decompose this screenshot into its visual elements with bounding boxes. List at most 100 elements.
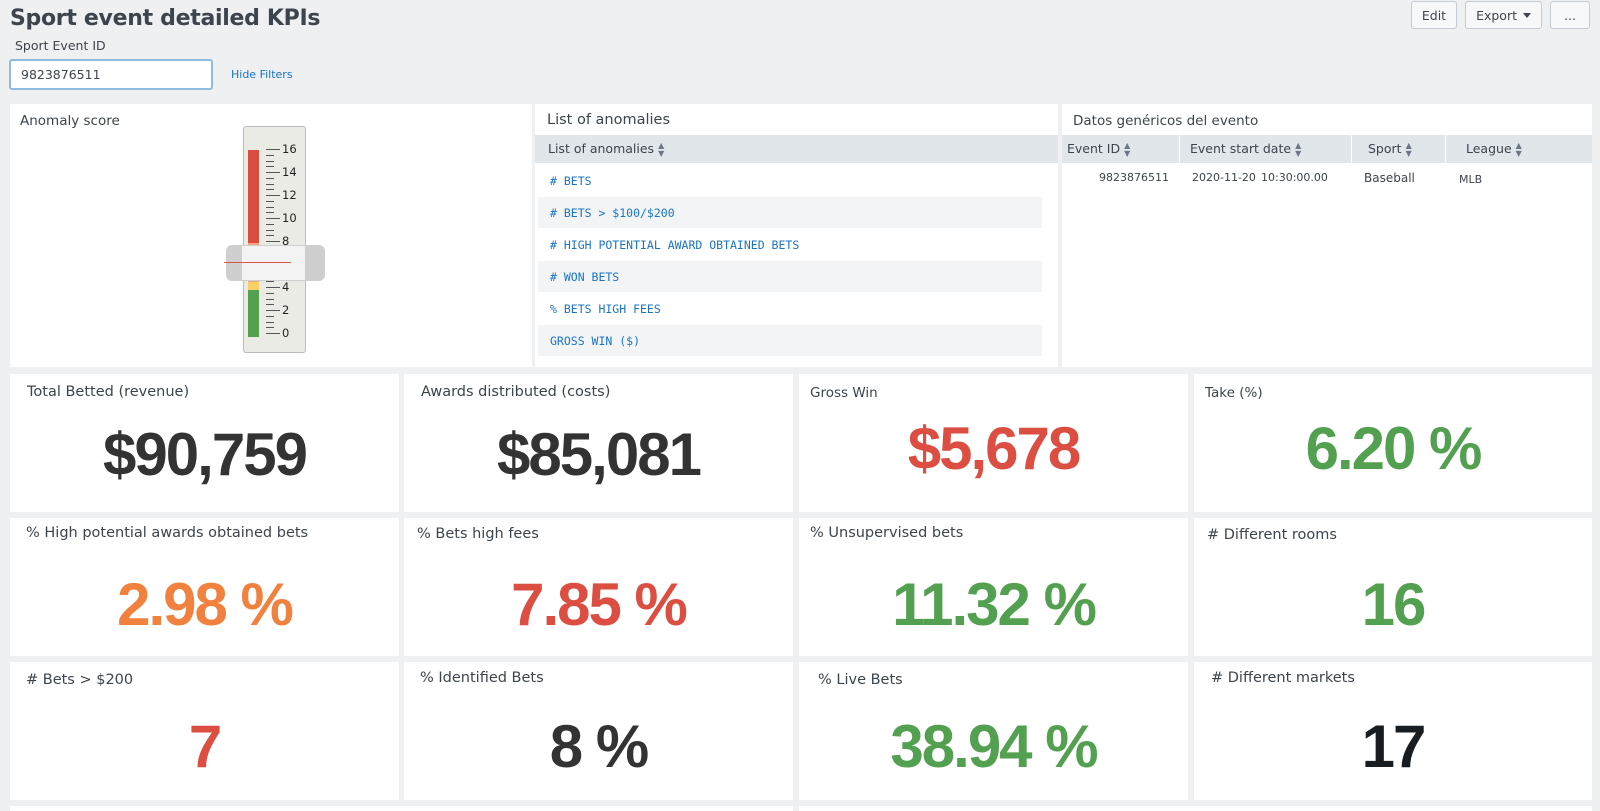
gauge-tick-mark bbox=[266, 287, 280, 288]
anomaly-list-panel: List of anomalies List of anomalies ▲ ▼ # … bbox=[535, 104, 1058, 367]
kpi-value: $85,081 bbox=[497, 421, 702, 488]
gauge-tick-mark bbox=[266, 292, 274, 294]
gauge-tick-label: 0 bbox=[282, 326, 290, 340]
kpi-live-bets: % Live Bets 38.94 % bbox=[799, 662, 1188, 800]
kpi-high-potential-awards: % High potential awards obtained bets 2.… bbox=[10, 518, 399, 656]
kpi-label: Awards distributed (costs) bbox=[421, 384, 611, 400]
cell-event-date: 2020-11-20 bbox=[1192, 171, 1256, 184]
list-item[interactable]: # WON BETS bbox=[538, 261, 1042, 292]
list-item[interactable]: % BETS HIGH FEES bbox=[550, 302, 661, 316]
kpi-value: 16 bbox=[1361, 571, 1427, 638]
gauge-tick-mark bbox=[266, 189, 274, 191]
export-button[interactable]: Export bbox=[1465, 1, 1542, 29]
column-header-label: Event start date bbox=[1190, 141, 1292, 156]
kpi-label: # Different markets bbox=[1211, 670, 1355, 686]
kpi-label: % Identified Bets bbox=[420, 670, 544, 686]
kpi-value: 7.85 % bbox=[511, 571, 688, 638]
gauge-tick-mark bbox=[266, 333, 280, 334]
column-header-sport[interactable]: Sport ▲ ▼ bbox=[1352, 135, 1446, 163]
kpi-value: 17 bbox=[1361, 713, 1427, 780]
anomaly-list-column-header[interactable]: List of anomalies ▲ ▼ bbox=[535, 135, 1058, 163]
kpi-bets-high-fees: % Bets high fees 7.85 % bbox=[404, 518, 793, 656]
kpi-value: 11.32 % bbox=[892, 571, 1097, 638]
kpi-label: # Different rooms bbox=[1207, 527, 1337, 543]
sort-icon: ▲ ▼ bbox=[1405, 140, 1412, 158]
gauge-tick-mark bbox=[266, 310, 280, 311]
kpi-value: 6.20 % bbox=[1305, 415, 1483, 482]
kpi-unsupervised-bets: % Unsupervised bets 11.32 % bbox=[799, 518, 1188, 656]
gauge-tick-mark bbox=[266, 212, 274, 214]
gauge-tick-mark bbox=[266, 321, 274, 323]
kpi-different-rooms: # Different rooms 16 bbox=[1194, 518, 1592, 656]
gauge-band-warning bbox=[248, 282, 259, 290]
anomaly-score-panel: Anomaly score 16 14 12 10 8 6 4 2 0 bbox=[10, 104, 532, 367]
gauge-tick-mark bbox=[266, 183, 274, 185]
kpi-value: $5,678 bbox=[907, 415, 1082, 482]
sort-icon: ▲ ▼ bbox=[658, 140, 665, 158]
kpi-different-markets: # Different markets 17 bbox=[1194, 662, 1592, 800]
gauge-tick-mark bbox=[266, 149, 280, 150]
anomaly-list-column-label: List of anomalies bbox=[548, 141, 655, 156]
list-item[interactable]: # HIGH POTENTIAL AWARD OBTAINED BETS bbox=[550, 238, 800, 252]
kpi-label: Take (%) bbox=[1205, 385, 1263, 401]
gauge-handle-window bbox=[242, 246, 305, 280]
event-data-title: Datos genéricos del evento bbox=[1073, 113, 1259, 129]
kpi-value: 38.94 % bbox=[890, 713, 1098, 780]
gauge-tick-label: 14 bbox=[282, 165, 297, 179]
gauge-band-ok bbox=[248, 290, 259, 337]
gauge-tick-mark bbox=[266, 200, 274, 202]
sport-event-id-input[interactable] bbox=[9, 59, 213, 90]
list-item[interactable]: # BETS > $100/$200 bbox=[538, 197, 1042, 228]
bottom-panel-right bbox=[799, 806, 1592, 811]
kpi-awards-distributed: Awards distributed (costs) $85,081 bbox=[404, 374, 793, 512]
more-actions-label: ... bbox=[1564, 7, 1576, 23]
column-header-event-id[interactable]: Event ID ▲ ▼ bbox=[1062, 135, 1180, 163]
kpi-label: # Bets > $200 bbox=[26, 672, 134, 688]
gauge-tick-mark bbox=[266, 160, 274, 162]
kpi-value: 2.98 % bbox=[117, 571, 294, 638]
column-header-label: League bbox=[1466, 141, 1512, 156]
gauge-tick-mark bbox=[266, 166, 274, 168]
dashboard-actions: Edit Export ... bbox=[1410, 1, 1590, 29]
kpi-value: 7 bbox=[188, 713, 222, 780]
kpi-bets-over-200: # Bets > $200 7 bbox=[10, 662, 399, 800]
edit-button-label: Edit bbox=[1421, 7, 1447, 23]
gauge-tick-label: 2 bbox=[282, 303, 290, 317]
gauge-tick-mark bbox=[266, 281, 274, 283]
gauge-tick-mark bbox=[266, 241, 280, 242]
anomaly-score-gauge: 16 14 12 10 8 6 4 2 0 bbox=[224, 126, 325, 353]
column-header-event-start-date[interactable]: Event start date ▲ ▼ bbox=[1180, 135, 1352, 163]
gauge-tick-mark bbox=[266, 154, 274, 156]
gauge-value-handle bbox=[224, 245, 325, 281]
cell-league: MLB bbox=[1459, 173, 1483, 186]
gauge-tick-mark bbox=[266, 327, 274, 329]
page-title: Sport event detailed KPIs bbox=[10, 6, 321, 31]
hide-filters-link[interactable]: Hide Filters bbox=[231, 68, 293, 81]
gauge-tick-mark bbox=[266, 298, 274, 300]
kpi-label: % Bets high fees bbox=[417, 526, 539, 542]
caret-down-icon bbox=[1523, 12, 1531, 18]
gauge-tick-mark bbox=[266, 206, 274, 208]
more-actions-button[interactable]: ... bbox=[1550, 1, 1590, 29]
gauge-tick-mark bbox=[266, 229, 274, 231]
gauge-band-high bbox=[248, 150, 259, 243]
list-item[interactable]: # BETS bbox=[550, 174, 592, 188]
anomaly-score-title: Anomaly score bbox=[20, 113, 120, 129]
column-header-label: Event ID bbox=[1067, 141, 1121, 156]
column-header-league[interactable]: League ▲ ▼ bbox=[1446, 135, 1592, 163]
edit-button[interactable]: Edit bbox=[1410, 1, 1458, 29]
gauge-needle bbox=[224, 262, 291, 263]
gauge-tick-label: 4 bbox=[282, 280, 290, 294]
cell-event-time: 10:30:00.00 bbox=[1261, 171, 1328, 184]
kpi-value: $90,759 bbox=[103, 421, 308, 488]
gauge-tick-mark bbox=[266, 235, 274, 237]
kpi-label: % High potential awards obtained bets bbox=[26, 525, 309, 541]
kpi-label: Total Betted (revenue) bbox=[27, 384, 190, 400]
gauge-tick-mark bbox=[266, 223, 274, 225]
list-item[interactable]: GROSS WIN ($) bbox=[538, 325, 1042, 356]
kpi-take: Take (%) 6.20 % bbox=[1194, 374, 1592, 512]
gauge-tick-mark bbox=[266, 172, 280, 173]
gauge-tick-label: 8 bbox=[282, 234, 290, 248]
kpi-label: % Live Bets bbox=[818, 672, 903, 688]
gauge-tick-mark bbox=[266, 304, 274, 306]
